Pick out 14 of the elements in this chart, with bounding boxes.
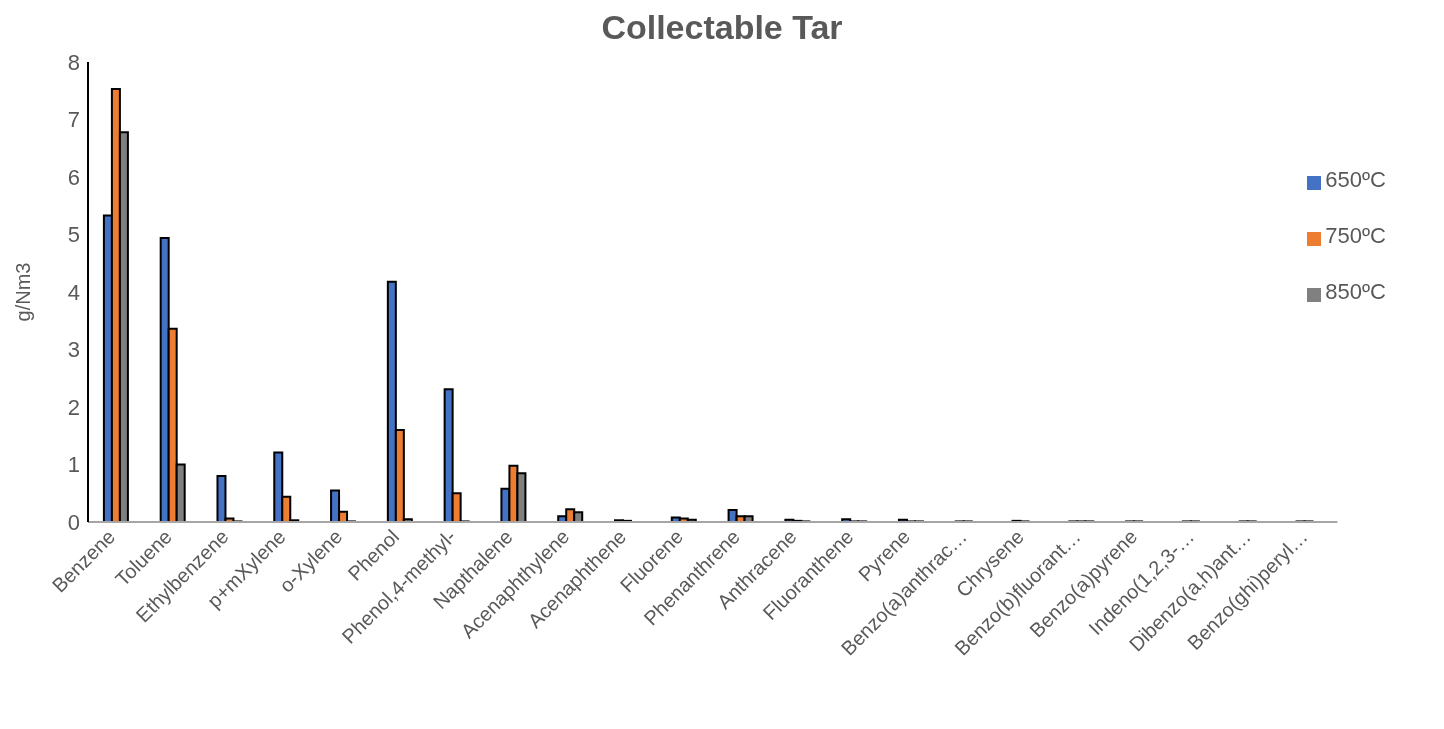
y-tick-label: 1 bbox=[67, 452, 80, 478]
y-tick-label: 8 bbox=[67, 49, 80, 75]
y-tick-label: 6 bbox=[67, 164, 80, 190]
y-tick-label: 2 bbox=[67, 394, 80, 420]
y-tick-label: 3 bbox=[67, 337, 80, 363]
y-tick-label: 4 bbox=[67, 279, 80, 305]
y-tick-label: 5 bbox=[67, 222, 80, 248]
y-axis-title: g/Nm3 bbox=[12, 262, 35, 322]
y-tick-label: 0 bbox=[67, 509, 80, 535]
legend-label: 650ºC bbox=[1325, 167, 1386, 192]
chart-title: Collectable Tar bbox=[601, 8, 843, 46]
y-tick-label: 7 bbox=[67, 107, 80, 133]
legend-label: 750ºC bbox=[1325, 223, 1386, 248]
legend-label: 850ºC bbox=[1325, 279, 1386, 304]
